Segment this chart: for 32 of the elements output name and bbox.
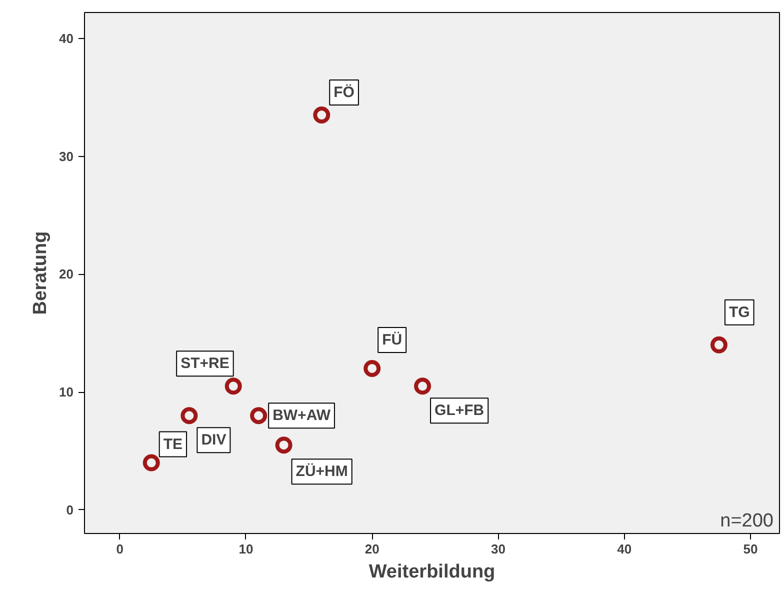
annotation: ZÜ+HM (296, 463, 348, 480)
y-tick-label: 0 (66, 502, 74, 518)
point (710, 336, 728, 354)
annotation: DIV (201, 432, 226, 449)
annotation: n=200 (720, 510, 774, 532)
annotation: TG (728, 304, 750, 321)
annotation: ST+RE (180, 355, 230, 372)
point (275, 436, 292, 454)
y-tick-label: 20 (59, 266, 74, 282)
y-tick-label: 40 (59, 30, 74, 46)
y-tick-label: 30 (59, 148, 74, 164)
point (142, 454, 160, 472)
annotation: GL+FB (434, 402, 484, 420)
x-tick-label: 0 (116, 542, 124, 556)
point (414, 378, 432, 395)
x-tick-label: 20 (364, 542, 380, 556)
x-tick-label: 10 (238, 542, 254, 556)
point (313, 106, 330, 124)
annotation: TE (163, 436, 183, 453)
x-tick-label: 40 (617, 542, 632, 556)
point (250, 407, 268, 424)
point (364, 360, 381, 377)
x-tick-label: 50 (743, 542, 758, 556)
point (180, 407, 198, 424)
point (224, 378, 242, 395)
annotation: BW+AW (272, 407, 332, 424)
annotation: FÜ (382, 331, 402, 348)
x-tick-label: 30 (490, 542, 506, 556)
x-axis-title: Weiterbildung (368, 562, 496, 582)
y-axis-title: Beratung (30, 231, 52, 315)
y-tick-label: 10 (59, 384, 74, 400)
annotation: FÖ (334, 84, 355, 102)
